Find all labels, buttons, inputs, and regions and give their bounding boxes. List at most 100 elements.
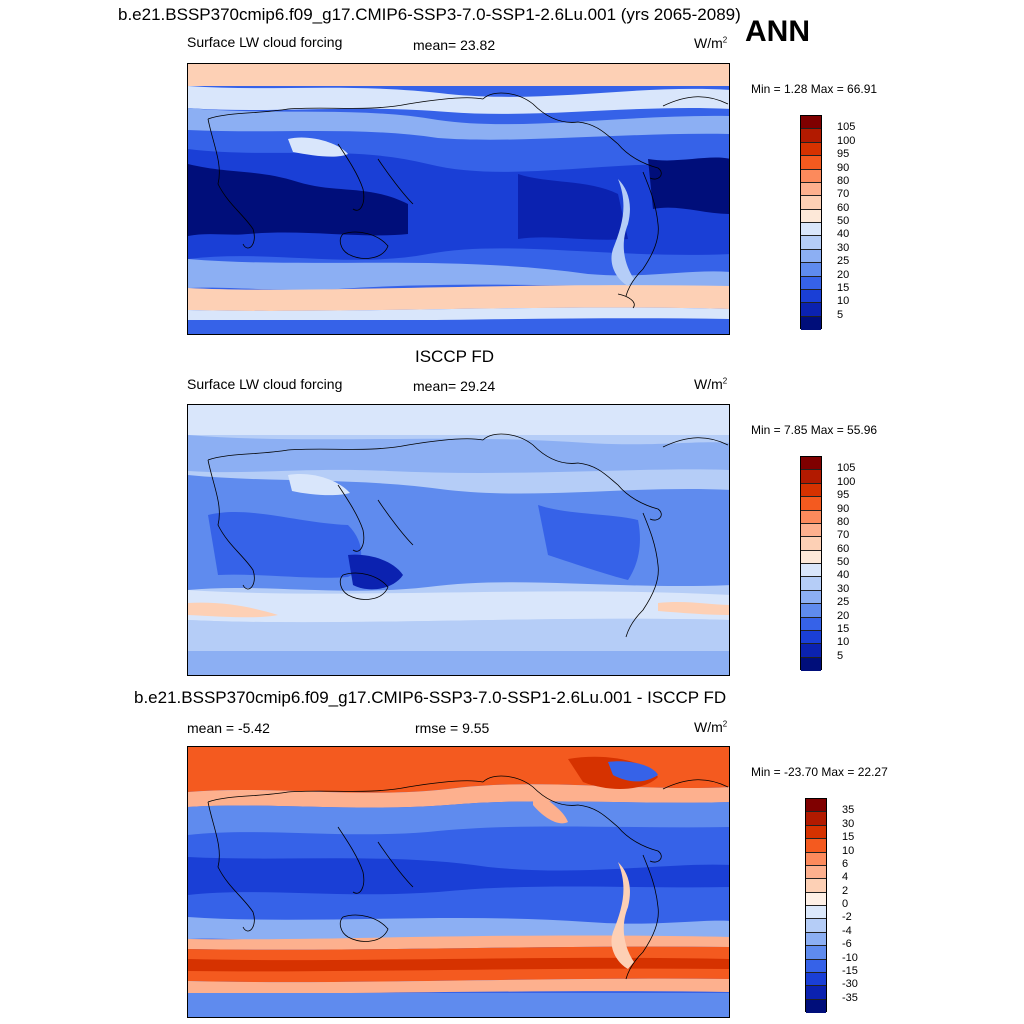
colorbar-tick-label: 2 bbox=[842, 884, 849, 897]
colorbar-segment bbox=[801, 182, 821, 197]
colorbar-tick-label: 100 bbox=[837, 475, 856, 488]
colorbar-segment bbox=[801, 209, 821, 223]
colorbar-tick-label: 70 bbox=[837, 188, 850, 201]
colorbar-tick-label: -4 bbox=[842, 924, 852, 937]
colorbar-segment bbox=[801, 497, 821, 511]
colorbar-tick-label: 60 bbox=[837, 201, 850, 214]
colorbar-tick-label: 90 bbox=[837, 502, 850, 515]
colorbar-tick-label: -35 bbox=[842, 991, 858, 1004]
panel3-map bbox=[187, 746, 730, 1018]
colorbar-tick-label: 30 bbox=[842, 817, 855, 830]
colorbar-segment bbox=[801, 303, 821, 317]
colorbar-segment bbox=[806, 919, 826, 933]
colorbar-tick-label: 30 bbox=[837, 582, 850, 595]
colorbar-tick-label: -10 bbox=[842, 951, 858, 964]
colorbar-segment bbox=[801, 537, 821, 551]
colorbar-tick-label: 95 bbox=[837, 148, 850, 161]
colorbar-tick-label: 80 bbox=[837, 515, 850, 528]
colorbar-tick-label: -30 bbox=[842, 978, 858, 991]
colorbar-tick-label: 15 bbox=[837, 281, 850, 294]
colorbar-segment bbox=[801, 630, 821, 645]
colorbar-segment bbox=[801, 249, 821, 264]
panel1-units: W/m2 bbox=[694, 35, 728, 51]
panel2-mean: mean= 29.24 bbox=[413, 378, 496, 394]
colorbar-segment bbox=[801, 470, 821, 484]
colorbar-tick-label: 30 bbox=[837, 241, 850, 254]
panel3-mean: mean = -5.42 bbox=[187, 720, 270, 736]
colorbar-segment bbox=[801, 457, 821, 471]
colorbar-tick-label: 5 bbox=[837, 308, 844, 321]
colorbar-segment bbox=[801, 169, 821, 183]
colorbar-tick-label: 15 bbox=[837, 622, 850, 635]
colorbar-tick-label: 6 bbox=[842, 857, 849, 870]
panel2-map bbox=[187, 404, 730, 676]
colorbar-segment bbox=[801, 223, 821, 237]
colorbar-tick-label: 105 bbox=[837, 121, 856, 134]
colorbar-segment bbox=[801, 644, 821, 658]
panel1-minmax: Min = 1.28 Max = 66.91 bbox=[751, 82, 878, 96]
colorbar-segment bbox=[801, 483, 821, 498]
panel3-rmse: rmse = 9.55 bbox=[415, 720, 490, 736]
panel2-units: W/m2 bbox=[694, 376, 728, 392]
colorbar-tick-label: 80 bbox=[837, 174, 850, 187]
panel3-colorbar bbox=[805, 798, 827, 1013]
colorbar-segment bbox=[801, 550, 821, 564]
colorbar-tick-label: 4 bbox=[842, 871, 849, 884]
colorbar-tick-label: -2 bbox=[842, 911, 852, 924]
colorbar-segment bbox=[806, 932, 826, 947]
panel3-minmax: Min = -23.70 Max = 22.27 bbox=[751, 765, 888, 779]
colorbar-segment bbox=[801, 129, 821, 143]
colorbar-tick-label: 70 bbox=[837, 529, 850, 542]
colorbar-segment bbox=[801, 657, 821, 671]
colorbar-segment bbox=[806, 865, 826, 880]
colorbar-tick-label: 50 bbox=[837, 556, 850, 568]
colorbar-segment bbox=[801, 564, 821, 578]
colorbar-segment bbox=[801, 156, 821, 170]
colorbar-tick-label: 90 bbox=[837, 161, 850, 174]
colorbar-tick-label: 20 bbox=[837, 609, 850, 622]
colorbar-segment bbox=[801, 289, 821, 304]
season-label: ANN bbox=[745, 15, 810, 48]
panel1-map bbox=[187, 63, 730, 335]
colorbar-tick-label: 35 bbox=[842, 804, 855, 817]
colorbar-segment bbox=[806, 839, 826, 853]
colorbar-tick-label: 0 bbox=[842, 898, 849, 910]
colorbar-tick-label: 10 bbox=[842, 844, 855, 857]
colorbar-tick-label: 100 bbox=[837, 134, 856, 147]
colorbar-segment bbox=[801, 263, 821, 277]
panel2-colorbar bbox=[800, 456, 822, 671]
colorbar-segment bbox=[806, 879, 826, 893]
colorbar-segment bbox=[801, 577, 821, 591]
panel1-mean: mean= 23.82 bbox=[413, 37, 496, 53]
colorbar-segment bbox=[801, 236, 821, 250]
colorbar-tick-label: -15 bbox=[842, 964, 858, 977]
colorbar-segment bbox=[801, 523, 821, 538]
colorbar-segment bbox=[801, 196, 821, 210]
colorbar-segment bbox=[806, 825, 826, 840]
colorbar-tick-label: 40 bbox=[837, 569, 850, 582]
colorbar-segment bbox=[806, 972, 826, 987]
colorbar-tick-label: 25 bbox=[837, 255, 850, 268]
colorbar-segment bbox=[806, 986, 826, 1000]
colorbar-tick-label: 50 bbox=[837, 215, 850, 227]
panel1-colorbar bbox=[800, 115, 822, 330]
colorbar-tick-label: 105 bbox=[837, 462, 856, 475]
colorbar-segment bbox=[806, 946, 826, 960]
colorbar-tick-label: 25 bbox=[837, 596, 850, 609]
colorbar-segment bbox=[801, 510, 821, 524]
panel3-units: W/m2 bbox=[694, 719, 728, 735]
colorbar-segment bbox=[801, 316, 821, 330]
panel2-minmax: Min = 7.85 Max = 55.96 bbox=[751, 423, 878, 437]
colorbar-segment bbox=[806, 959, 826, 973]
colorbar-tick-label: 20 bbox=[837, 268, 850, 281]
panel2-left-label: Surface LW cloud forcing bbox=[187, 376, 343, 392]
page-title: b.e21.BSSP370cmip6.f09_g17.CMIP6-SSP3-7.… bbox=[118, 5, 741, 24]
colorbar-segment bbox=[806, 812, 826, 826]
colorbar-segment bbox=[806, 799, 826, 813]
colorbar-segment bbox=[801, 590, 821, 605]
colorbar-tick-label: 15 bbox=[842, 831, 855, 844]
colorbar-tick-label: 40 bbox=[837, 228, 850, 241]
colorbar-segment bbox=[806, 852, 826, 866]
colorbar-segment bbox=[806, 892, 826, 906]
colorbar-tick-label: 95 bbox=[837, 489, 850, 502]
